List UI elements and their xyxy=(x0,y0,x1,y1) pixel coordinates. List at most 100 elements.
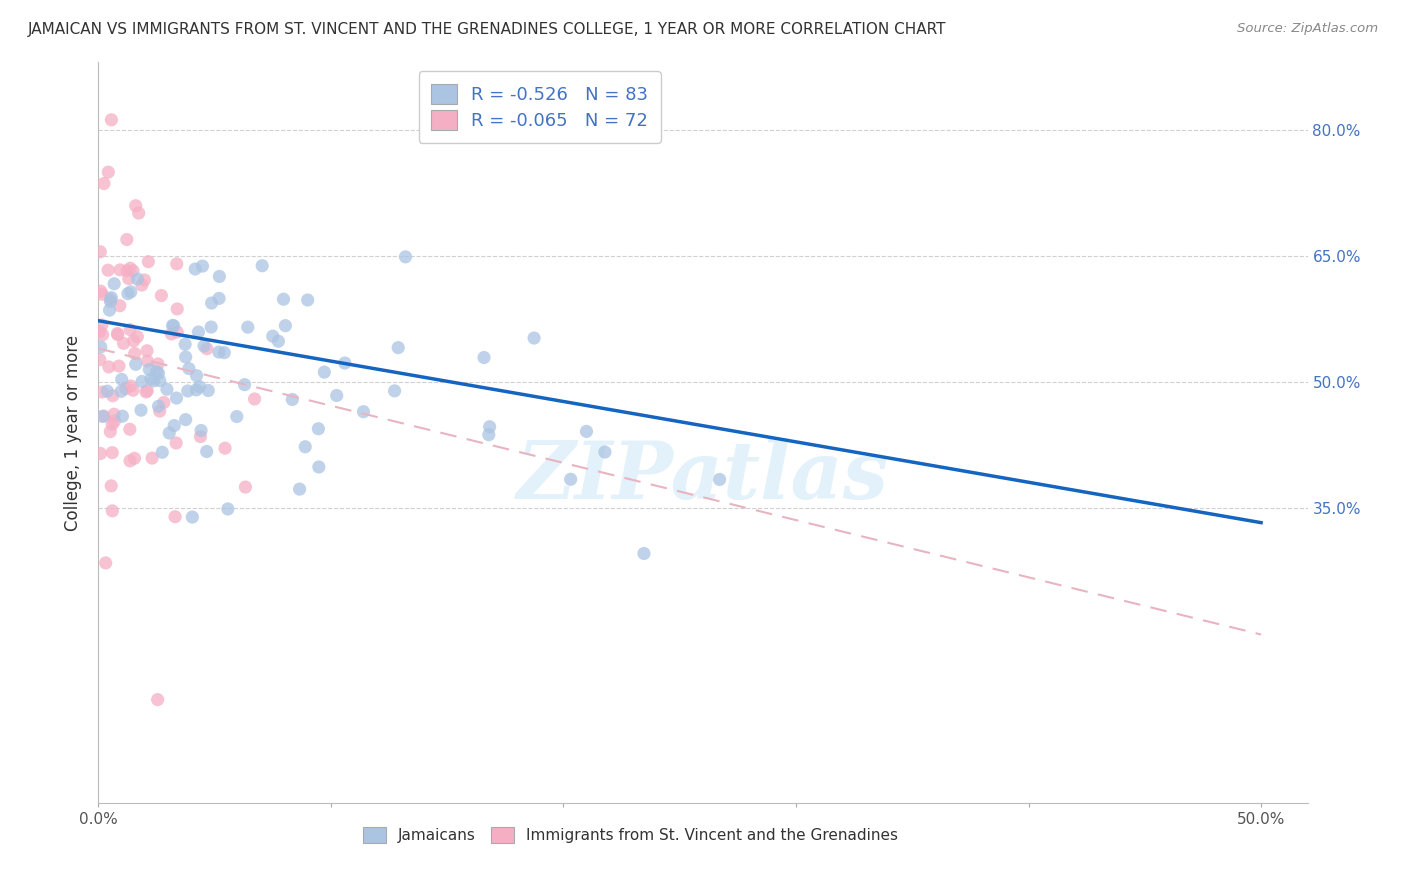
Point xyxy=(98,425,121,439)
Point xyxy=(125,357,148,371)
Point xyxy=(101,417,124,432)
Point xyxy=(110,384,132,399)
Point xyxy=(138,254,160,268)
Point xyxy=(118,323,141,337)
Point xyxy=(93,177,115,191)
Point xyxy=(478,419,501,434)
Point xyxy=(103,414,125,428)
Point xyxy=(141,451,163,466)
Point xyxy=(165,436,187,450)
Point xyxy=(100,291,122,305)
Point xyxy=(190,424,212,438)
Point xyxy=(262,329,284,343)
Text: ZIPatlas: ZIPatlas xyxy=(517,438,889,516)
Y-axis label: College, 1 year or more: College, 1 year or more xyxy=(65,334,83,531)
Point xyxy=(100,294,122,309)
Point xyxy=(166,325,188,339)
Point xyxy=(250,259,273,273)
Point xyxy=(136,384,159,398)
Point xyxy=(201,296,224,310)
Point xyxy=(174,350,197,364)
Point xyxy=(131,375,153,389)
Point xyxy=(243,392,266,406)
Text: JAMAICAN VS IMMIGRANTS FROM ST. VINCENT AND THE GRENADINES COLLEGE, 1 YEAR OR MO: JAMAICAN VS IMMIGRANTS FROM ST. VINCENT … xyxy=(28,22,946,37)
Point xyxy=(197,384,219,398)
Point xyxy=(288,482,311,496)
Point xyxy=(208,345,231,359)
Point xyxy=(97,263,120,277)
Point xyxy=(129,403,152,417)
Point xyxy=(135,384,157,399)
Point xyxy=(136,354,159,368)
Point xyxy=(100,479,122,493)
Point xyxy=(138,362,160,376)
Point xyxy=(156,382,179,396)
Point xyxy=(186,383,208,397)
Point xyxy=(146,357,169,371)
Point xyxy=(108,263,131,277)
Point xyxy=(394,250,416,264)
Point xyxy=(89,446,111,460)
Point xyxy=(128,206,150,220)
Point xyxy=(214,441,236,455)
Point xyxy=(225,409,247,424)
Point xyxy=(307,422,329,436)
Point xyxy=(195,444,218,458)
Point xyxy=(163,418,186,433)
Point xyxy=(233,377,256,392)
Point xyxy=(200,320,222,334)
Point xyxy=(117,286,139,301)
Point xyxy=(134,273,156,287)
Point xyxy=(160,326,183,341)
Point xyxy=(111,409,134,424)
Point xyxy=(98,293,121,307)
Point xyxy=(575,425,598,439)
Point xyxy=(115,264,138,278)
Point xyxy=(208,292,231,306)
Point xyxy=(190,429,212,443)
Text: Source: ZipAtlas.com: Source: ZipAtlas.com xyxy=(1237,22,1378,36)
Point xyxy=(157,425,180,440)
Point xyxy=(89,352,111,367)
Point xyxy=(148,399,170,413)
Point xyxy=(353,405,375,419)
Point xyxy=(107,327,129,342)
Point xyxy=(148,366,170,380)
Point xyxy=(98,303,121,318)
Point xyxy=(127,329,149,343)
Point xyxy=(97,359,120,374)
Point xyxy=(273,292,295,306)
Point xyxy=(472,351,495,365)
Point xyxy=(166,301,188,316)
Point xyxy=(236,320,259,334)
Point xyxy=(108,299,131,313)
Point xyxy=(314,365,336,379)
Point xyxy=(709,473,731,487)
Point xyxy=(122,383,145,397)
Point xyxy=(112,336,135,351)
Point xyxy=(387,341,409,355)
Point xyxy=(181,510,204,524)
Point xyxy=(124,451,146,466)
Point xyxy=(191,259,214,273)
Point xyxy=(478,427,501,442)
Point xyxy=(163,318,186,333)
Point xyxy=(90,284,112,298)
Point xyxy=(96,384,118,398)
Point xyxy=(94,556,117,570)
Point xyxy=(153,395,176,409)
Point xyxy=(217,502,239,516)
Point xyxy=(90,318,112,332)
Point xyxy=(325,388,347,402)
Point xyxy=(177,361,200,376)
Point xyxy=(101,504,124,518)
Point xyxy=(214,345,236,359)
Point xyxy=(186,368,208,383)
Point xyxy=(166,257,188,271)
Point xyxy=(188,379,211,393)
Point xyxy=(91,409,114,424)
Point xyxy=(267,334,290,349)
Point xyxy=(149,404,172,418)
Point xyxy=(281,392,304,407)
Point xyxy=(115,233,138,247)
